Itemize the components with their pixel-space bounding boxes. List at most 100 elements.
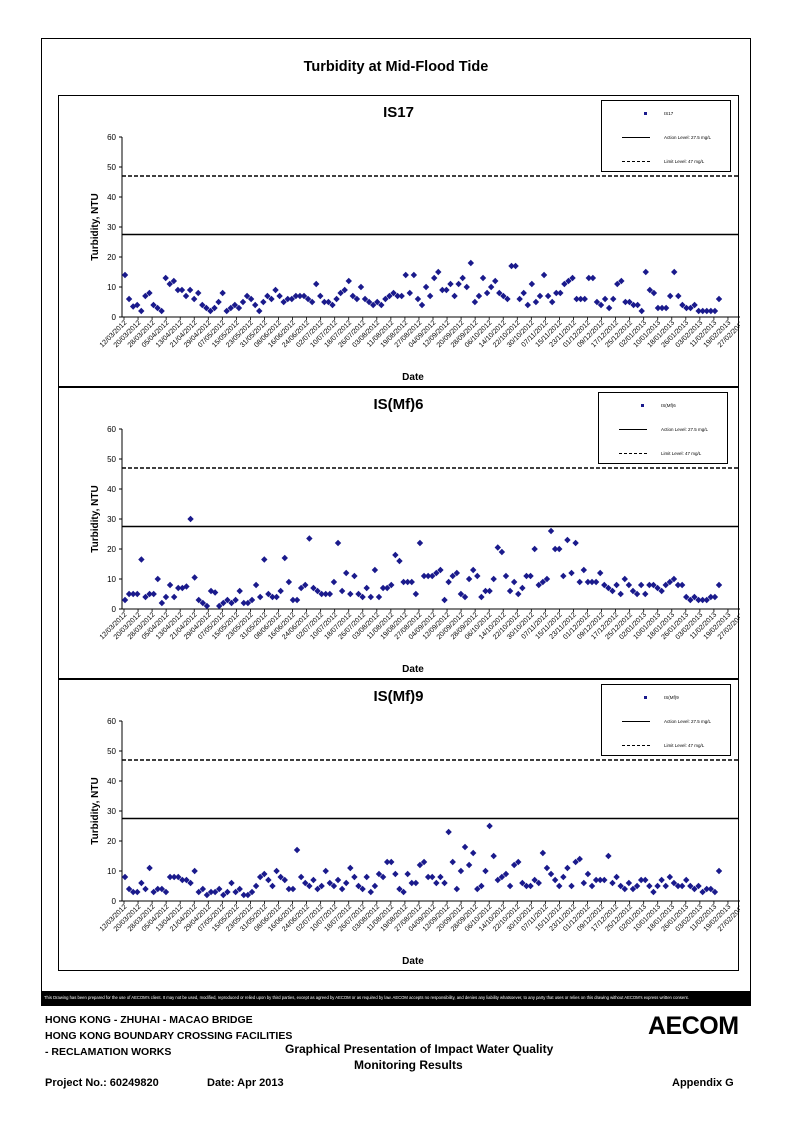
data-point (416, 539, 424, 547)
y-tick-label: 40 (107, 777, 116, 786)
data-point (492, 277, 499, 285)
data-point (313, 280, 320, 288)
data-point (179, 876, 186, 884)
data-point (429, 873, 436, 881)
data-point (467, 259, 475, 267)
data-point (543, 575, 551, 583)
data-point (162, 593, 170, 601)
data-point (502, 870, 510, 878)
data-point (383, 584, 391, 592)
data-point (426, 292, 434, 300)
data-point (699, 888, 706, 896)
data-point (129, 888, 137, 896)
data-point (365, 298, 373, 306)
data-point (544, 292, 552, 300)
data-point (121, 271, 129, 279)
data-point (614, 280, 621, 288)
data-point (523, 572, 530, 580)
data-point (707, 885, 715, 893)
data-point (625, 581, 633, 589)
y-tick-label: 50 (107, 747, 116, 756)
data-point (490, 852, 497, 860)
data-point (375, 593, 383, 601)
data-point (256, 873, 264, 881)
data-point (573, 295, 580, 303)
data-point (510, 861, 518, 869)
data-point (183, 583, 190, 590)
data-point (150, 888, 157, 896)
y-tick-label: 40 (107, 193, 116, 202)
data-point (572, 539, 579, 547)
data-point (367, 593, 374, 601)
data-point (519, 879, 526, 887)
data-point (394, 292, 401, 300)
data-point (191, 867, 198, 875)
data-point (498, 873, 506, 881)
data-point (416, 861, 424, 869)
y-tick-label: 10 (107, 575, 116, 584)
x-axis-label: Date (402, 956, 424, 967)
data-point (252, 882, 260, 890)
data-point (674, 882, 682, 890)
data-point (359, 885, 366, 893)
data-point (158, 307, 165, 315)
data-point (211, 589, 219, 596)
data-point (597, 569, 604, 577)
data-point (662, 304, 670, 312)
data-point (404, 578, 411, 586)
data-point (420, 572, 428, 580)
data-point (269, 882, 276, 890)
data-point (215, 298, 222, 306)
data-point (564, 864, 571, 872)
data-point (310, 584, 317, 592)
data-point (333, 295, 340, 303)
data-point (471, 298, 479, 306)
data-point (687, 304, 694, 312)
y-tick-label: 50 (107, 163, 116, 172)
y-tick-label: 30 (107, 515, 116, 524)
data-point (363, 584, 370, 592)
data-point (207, 307, 214, 315)
data-point (670, 879, 678, 887)
data-point (601, 581, 608, 589)
data-point (588, 578, 596, 586)
data-point (318, 882, 325, 890)
data-point (375, 870, 383, 878)
data-point (243, 292, 251, 300)
data-point (404, 870, 411, 878)
data-point (392, 551, 399, 559)
data-point (715, 581, 723, 589)
drawing-date: Date: Apr 2013 (207, 1077, 284, 1089)
data-point (609, 587, 616, 595)
y-axis-label: Turbidity, NTU (90, 193, 101, 260)
data-point (431, 274, 438, 282)
data-point (490, 575, 497, 583)
data-point (650, 888, 657, 896)
data-point (463, 283, 470, 291)
data-point (232, 596, 239, 604)
data-point (459, 274, 466, 282)
data-point (707, 307, 715, 315)
data-point (367, 888, 374, 896)
data-point (613, 873, 620, 881)
data-point (219, 289, 226, 297)
y-axis-label: Turbidity, NTU (90, 777, 101, 844)
data-point (455, 280, 462, 288)
data-point (239, 298, 247, 306)
data-point (646, 286, 654, 294)
data-point (654, 584, 661, 592)
data-point (296, 292, 304, 300)
legend-action-label: Action Level: 27.5 mg/L (661, 427, 709, 432)
data-point (325, 298, 332, 306)
data-point (288, 295, 296, 303)
data-point (560, 873, 567, 881)
data-point (445, 578, 452, 586)
data-point (170, 873, 178, 881)
data-point (597, 301, 605, 309)
data-point (441, 596, 448, 604)
data-point (435, 268, 442, 276)
data-point (236, 587, 243, 595)
data-point (252, 581, 260, 589)
data-point (494, 876, 501, 884)
data-point (605, 584, 612, 592)
